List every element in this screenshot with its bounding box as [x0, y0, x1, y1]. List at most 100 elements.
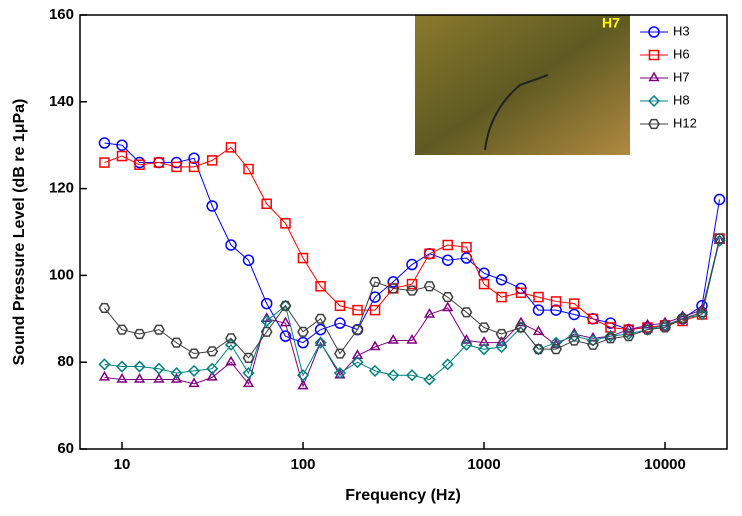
data-point	[406, 334, 418, 344]
data-point	[188, 161, 200, 173]
data-point	[387, 369, 400, 382]
data-point	[297, 252, 309, 264]
series-line	[104, 238, 720, 359]
data-point	[549, 336, 563, 349]
data-point	[424, 248, 435, 259]
data-point	[116, 324, 128, 335]
legend-label: H3	[673, 23, 690, 38]
data-point	[314, 313, 327, 324]
data-point	[368, 364, 382, 377]
data-point	[99, 157, 110, 168]
data-point	[116, 373, 128, 383]
data-point	[695, 308, 709, 321]
data-point	[423, 281, 436, 292]
data-point	[713, 233, 726, 244]
data-point	[334, 317, 346, 329]
data-point	[314, 336, 327, 349]
data-point	[260, 326, 273, 337]
data-point	[314, 323, 327, 336]
data-point	[461, 241, 472, 253]
data-point	[369, 291, 381, 303]
data-point	[405, 369, 419, 382]
data-point	[495, 273, 508, 286]
data-point	[225, 333, 237, 344]
data-point	[98, 137, 111, 149]
data-point	[242, 352, 255, 363]
data-point	[369, 276, 381, 287]
data-point	[133, 373, 146, 383]
data-point	[225, 142, 237, 153]
y-tick-label: 80	[57, 353, 74, 370]
data-point	[406, 258, 418, 271]
data-point	[477, 343, 491, 356]
data-point	[116, 139, 128, 151]
x-axis-label: Frequency (Hz)	[345, 487, 461, 504]
data-point	[153, 373, 165, 383]
legend-marker	[648, 26, 660, 38]
data-point	[441, 292, 454, 303]
data-point	[641, 324, 654, 335]
data-point	[441, 358, 454, 371]
data-point	[533, 291, 544, 303]
data-point	[369, 304, 381, 316]
y-tick-label: 160	[49, 6, 74, 23]
data-point	[98, 302, 111, 314]
data-point	[206, 155, 218, 166]
data-point	[206, 200, 218, 212]
legend-marker	[648, 118, 660, 130]
data-point	[279, 316, 292, 327]
data-point	[568, 298, 580, 309]
data-point	[152, 362, 166, 375]
x-tick-label: 100	[290, 456, 315, 473]
data-point	[478, 322, 490, 333]
data-point	[604, 333, 617, 344]
data-point	[351, 324, 364, 335]
data-point	[188, 377, 200, 388]
y-tick-label: 140	[49, 93, 74, 110]
plot-frame	[79, 14, 728, 450]
data-point	[352, 304, 363, 316]
data-point	[279, 300, 292, 311]
legend-label: H7	[673, 69, 690, 84]
data-point	[242, 366, 255, 380]
data-point	[713, 234, 726, 247]
data-point	[133, 328, 146, 340]
data-point	[225, 355, 237, 366]
data-point	[515, 322, 527, 333]
y-axis-label: Sound Pressure Level (dB re 1μPa)	[11, 99, 28, 366]
x-tick-label: 1000	[467, 456, 500, 473]
data-point	[532, 344, 545, 355]
data-point	[406, 285, 418, 296]
data-point	[297, 336, 309, 349]
data-point	[225, 239, 237, 251]
legend-label: H8	[673, 92, 690, 107]
data-point	[532, 304, 545, 316]
y-tick-label: 120	[49, 180, 74, 197]
data-point	[170, 373, 183, 383]
data-point	[460, 338, 473, 351]
legend-label: H6	[673, 46, 690, 61]
data-point	[224, 338, 238, 351]
x-tick-label: 10	[114, 456, 131, 473]
data-point	[676, 313, 689, 324]
data-point	[460, 307, 473, 318]
data-point	[206, 370, 218, 381]
data-point	[171, 161, 182, 173]
data-point	[334, 348, 346, 359]
y-tick-label: 60	[57, 440, 74, 457]
data-point	[279, 330, 292, 342]
data-point	[423, 307, 436, 318]
x-tick-label: 10000	[644, 456, 686, 473]
data-point	[659, 322, 671, 333]
data-point	[568, 308, 580, 321]
data-point	[387, 283, 400, 294]
data-point	[188, 152, 200, 164]
data-point	[115, 360, 129, 373]
data-point	[387, 276, 399, 288]
data-point	[641, 318, 654, 329]
data-point	[187, 364, 201, 377]
data-point	[587, 339, 599, 350]
inset-cable	[484, 74, 549, 151]
